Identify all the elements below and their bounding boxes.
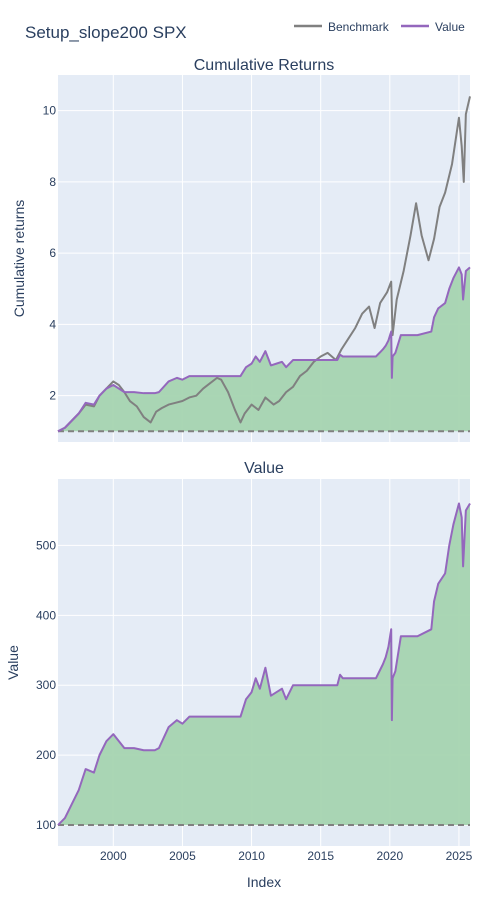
value-subplot-title: Value: [244, 460, 284, 477]
value-xtick-label: 2005: [169, 849, 196, 863]
cumret-ytick-label: 2: [49, 389, 56, 403]
cumret-subplot-title: Cumulative Returns: [194, 57, 335, 74]
value-xtick-label: 2015: [307, 849, 334, 863]
legend-value-label[interactable]: Value: [435, 20, 465, 34]
value-xtick-label: 2010: [238, 849, 265, 863]
cumret-ytick-label: 10: [43, 104, 57, 118]
legend[interactable]: Benchmark Value: [294, 20, 465, 34]
value-panel: 100 200 300 400 500 2000 2005 2010 2015 2020 2025 V…: [5, 460, 473, 890]
cumret-benchmark-line[interactable]: [57, 96, 471, 433]
value-xlabel: Index: [247, 874, 281, 890]
cumret-value-line[interactable]: [57, 266, 471, 433]
value-xtick-label: 2025: [446, 849, 473, 863]
cumret-ytick-label: 4: [49, 317, 56, 331]
cumret-ytick-label: 8: [49, 175, 56, 189]
value-ytick-label: 400: [36, 608, 56, 622]
value-xtick-label: 2020: [376, 849, 403, 863]
value-ytick-label: 100: [36, 818, 56, 832]
value-value-line[interactable]: [57, 502, 471, 826]
cumulative-returns-panel: 2 4 6 8 10 Cumulative Returns Cumulative retur…: [11, 57, 471, 442]
legend-benchmark-label[interactable]: Benchmark: [328, 20, 390, 34]
value-ytick-label: 200: [36, 748, 56, 762]
chart-title: Setup_slope200 SPX: [25, 23, 187, 42]
value-ytick-label: 300: [36, 678, 56, 692]
value-xtick-label: 2000: [100, 849, 127, 863]
value-ylabel: Value: [5, 645, 21, 680]
cumret-ytick-label: 6: [49, 246, 56, 260]
cumret-ylabel: Cumulative returns: [11, 200, 27, 318]
value-ytick-label: 500: [36, 538, 56, 552]
